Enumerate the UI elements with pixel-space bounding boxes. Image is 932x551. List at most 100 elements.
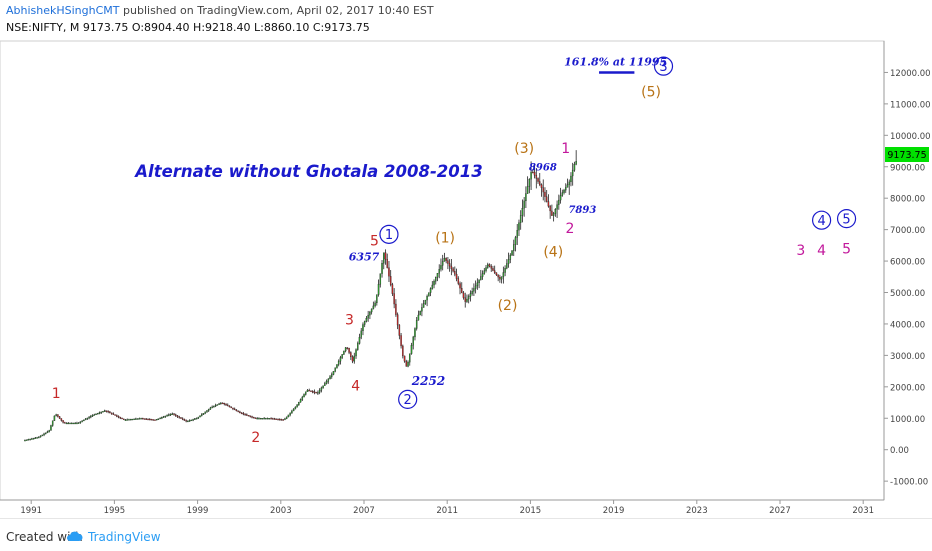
candle-up [528, 179, 531, 187]
wave-circle [379, 224, 399, 244]
candle-down [533, 171, 536, 176]
candle-up [561, 192, 564, 196]
candle-down [178, 416, 180, 418]
candle-up [480, 276, 482, 280]
candle-down [540, 184, 543, 188]
candle-up [565, 187, 567, 191]
candle-down [123, 418, 125, 421]
y-tick-label: 9000.00 [890, 163, 925, 173]
author-link[interactable]: AbhishekHSinghCMT [6, 4, 120, 17]
tradingview-link[interactable]: TradingView [88, 530, 161, 544]
y-tick-label: 10000.00 [890, 132, 931, 142]
candle-up [133, 418, 135, 421]
y-tick-label: 8000.00 [890, 195, 925, 205]
candle-down [247, 415, 250, 417]
candle-up [214, 405, 217, 407]
candle-up [67, 422, 70, 425]
wave-label: 1 [52, 386, 61, 402]
candle-up [433, 280, 435, 286]
candle-down [242, 413, 245, 415]
candle-down [251, 416, 253, 418]
candle-up [412, 336, 414, 346]
candle-up [195, 418, 198, 420]
candle-down [233, 408, 236, 411]
candle-up [318, 390, 321, 393]
candle-up [201, 414, 203, 416]
candle-down [225, 403, 227, 406]
candle-down [147, 418, 149, 421]
candle-down [462, 292, 465, 298]
candle-up [100, 411, 102, 414]
candle-up [431, 284, 434, 289]
candle-down [64, 422, 66, 424]
candle-up [51, 420, 54, 426]
candle-down [400, 335, 402, 347]
candle-up [190, 419, 193, 422]
wave-label: 8968 [529, 162, 557, 173]
wave-label: 6357 [349, 250, 380, 263]
candle-up [357, 343, 359, 350]
candle-down [403, 355, 406, 362]
candle-down [386, 259, 388, 268]
candle-up [209, 407, 212, 410]
candle-up [36, 437, 38, 439]
x-tick-label: 2015 [520, 506, 542, 516]
candle-up [220, 402, 222, 405]
candle-down [398, 324, 401, 336]
candle-up [552, 213, 555, 216]
candle-up [41, 434, 44, 437]
candle-down [499, 276, 501, 280]
candle-down [452, 268, 454, 272]
candle-up [344, 347, 347, 352]
candle-down [537, 178, 539, 182]
candle-down [150, 419, 153, 421]
candle-up [218, 403, 220, 405]
candle-up [102, 411, 104, 413]
candle-up [518, 222, 520, 231]
candle-down [388, 267, 390, 277]
wave-label: 4 [351, 378, 360, 394]
candle-up [202, 413, 205, 415]
candle-up [199, 415, 201, 418]
candle-up [266, 418, 269, 420]
candle-down [253, 416, 255, 419]
candle-up [287, 414, 290, 418]
candle-down [450, 265, 453, 269]
candle-down [62, 420, 64, 423]
candle-up [305, 391, 307, 395]
candle-up [34, 437, 37, 439]
candle-up [194, 418, 196, 420]
candle-down [227, 404, 229, 407]
candle-down [346, 347, 349, 349]
candle-up [171, 413, 174, 415]
candle-up [362, 324, 364, 332]
candle-down [389, 276, 392, 285]
wave-circle [811, 210, 832, 230]
candle-up [511, 250, 513, 256]
price-chart[interactable]: 12000.0011000.0010000.009000.008000.0070… [0, 0, 932, 518]
candle-down [149, 418, 151, 421]
wave-label: 2 [565, 221, 574, 237]
candle-up [481, 273, 484, 277]
chart-header: AbhishekHSinghCMT published on TradingVi… [0, 0, 932, 40]
candle-down [279, 419, 281, 421]
candle-up [474, 285, 477, 289]
candle-up [159, 417, 161, 420]
candle-down [116, 415, 118, 417]
candle-down [545, 196, 548, 202]
y-tick-label: 11000.00 [890, 100, 931, 110]
candles-group [24, 150, 577, 442]
candle-up [436, 273, 439, 278]
candle-up [74, 422, 76, 425]
candle-down [235, 409, 238, 412]
x-axis: 1991 1995 1999 2003 2007 2011 2015 2019 2023 2027… [20, 500, 874, 516]
last-price-text: 9173.75 [887, 150, 926, 161]
candle-up [124, 419, 127, 421]
candle-down [459, 283, 461, 289]
candle-up [69, 422, 71, 425]
candle-up [476, 282, 479, 287]
candle-down [110, 412, 113, 414]
candle-up [473, 288, 475, 292]
candle-up [324, 383, 326, 386]
candle-down [145, 418, 148, 420]
